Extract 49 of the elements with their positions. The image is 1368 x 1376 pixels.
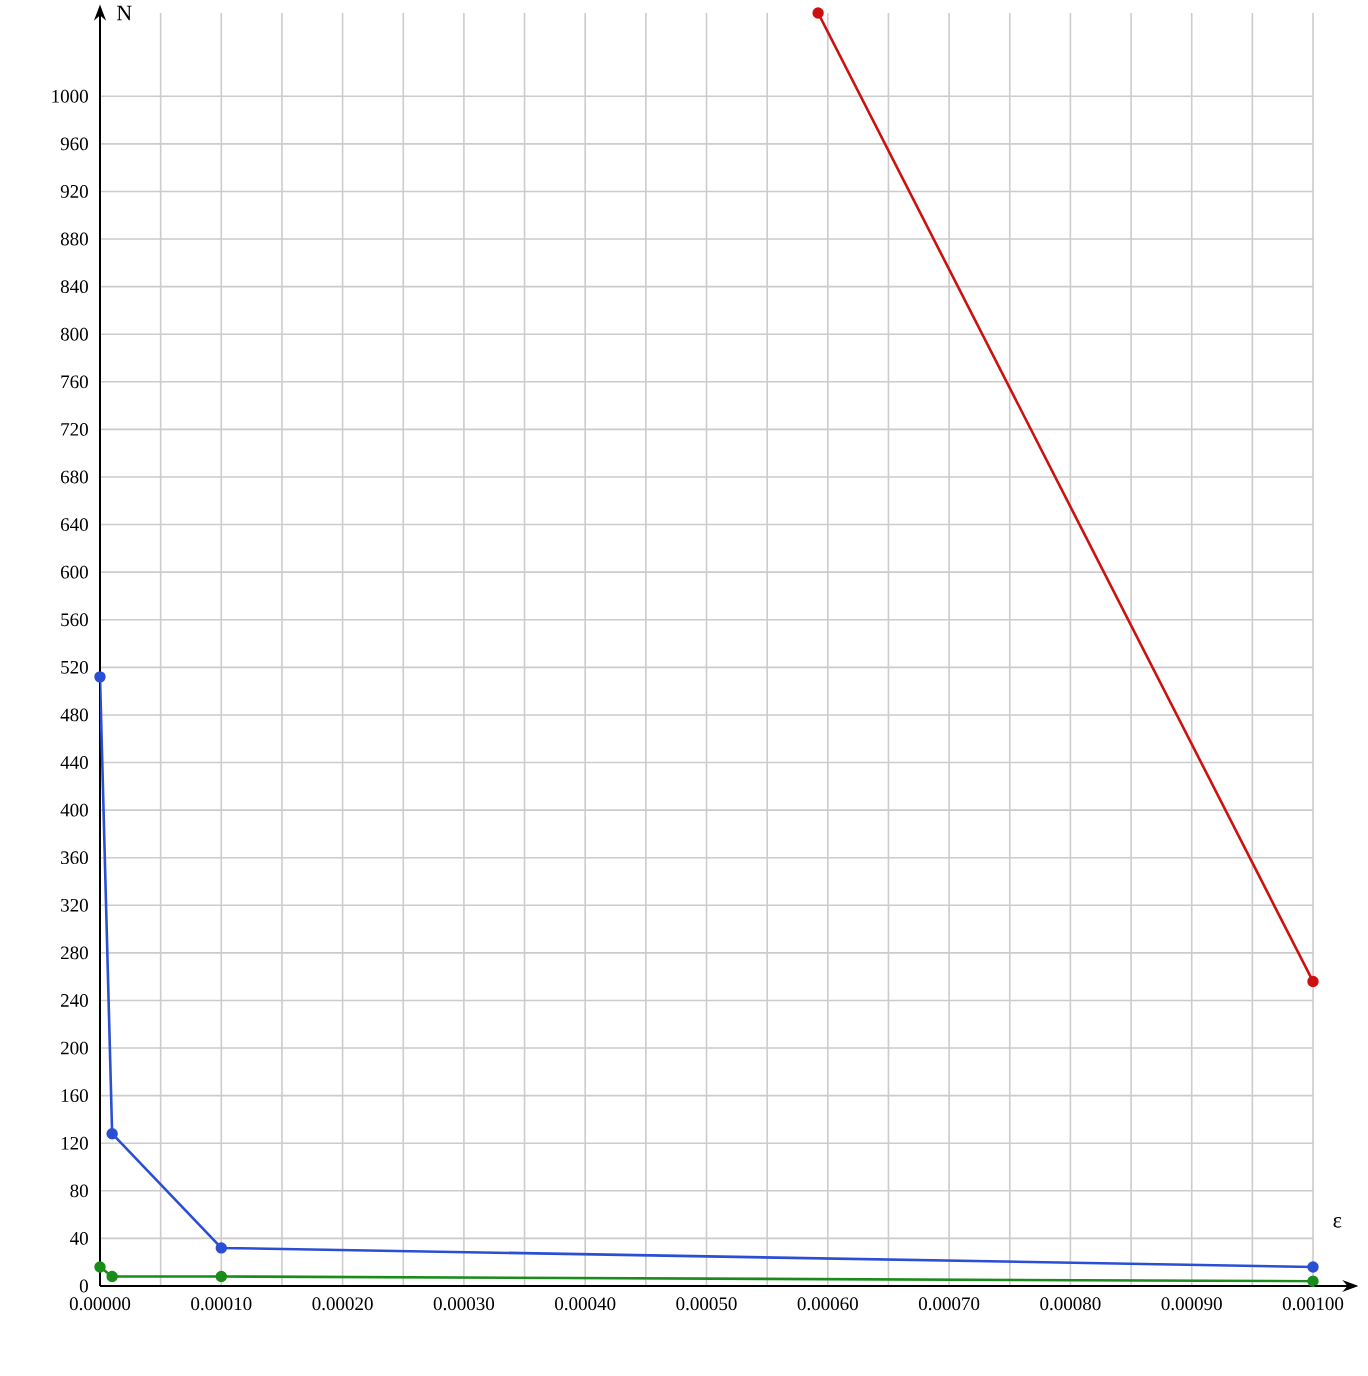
y-tick-label: 80	[70, 1184, 88, 1198]
x-tick-label: 0.00100	[1282, 1297, 1344, 1311]
y-tick-label: 160	[61, 1089, 88, 1103]
y-tick-label: 1000	[52, 89, 88, 103]
x-tick-label: 0.00010	[191, 1297, 252, 1311]
x-tick-label: 0.00000	[69, 1297, 131, 1311]
x-tick-label: 0.00060	[797, 1297, 858, 1311]
point	[94, 671, 106, 683]
y-tick-label: 840	[60, 280, 88, 294]
point	[1307, 1275, 1319, 1287]
point	[94, 1261, 106, 1273]
x-tick-label: 0.00070	[918, 1297, 980, 1311]
y-tick-label: 680	[60, 470, 88, 484]
y-tick-label: 560	[61, 613, 88, 627]
point	[106, 1128, 118, 1140]
y-tick-label: 880	[60, 232, 88, 246]
y-tick-label: 440	[60, 756, 88, 769]
x-tick-label: 0.00040	[555, 1297, 616, 1311]
x-tick-label: 0.00050	[676, 1297, 737, 1311]
point	[1307, 1261, 1319, 1273]
y-tick-label: 280	[61, 946, 88, 960]
y-tick-label: 240	[61, 994, 88, 1007]
y-tick-label: 960	[60, 137, 88, 151]
point	[215, 1270, 227, 1283]
y-tick-label: 200	[61, 1041, 88, 1055]
y-tick-label: 920	[60, 185, 88, 198]
y-tick-label: 320	[61, 898, 88, 912]
y-tick-label: 720	[61, 422, 88, 436]
x-axis-title: ε	[1333, 1217, 1342, 1228]
y-tick-label: 600	[60, 565, 88, 579]
y-tick-label: 360	[61, 851, 88, 865]
point	[106, 1270, 118, 1283]
point	[812, 7, 824, 19]
y-tick-label: 480	[60, 708, 88, 722]
x-tick-label: 0.00090	[1161, 1297, 1222, 1311]
y-tick-label: 0	[79, 1279, 88, 1293]
x-tick-label: 0.00080	[1040, 1297, 1101, 1311]
y-tick-label: 760	[61, 375, 88, 389]
point	[1307, 975, 1319, 988]
y-tick-label: 800	[60, 327, 88, 341]
x-tick-label: 0.00020	[312, 1297, 373, 1311]
y-tick-label: 40	[70, 1231, 88, 1245]
point	[215, 1242, 227, 1254]
y-tick-label: 400	[60, 803, 88, 817]
x-tick-label: 0.00030	[433, 1297, 495, 1311]
y-tick-label: 120	[61, 1136, 88, 1150]
y-tick-label: 640	[60, 518, 88, 531]
y-axis-title: N	[116, 5, 132, 21]
y-tick-label: 520	[61, 660, 88, 674]
